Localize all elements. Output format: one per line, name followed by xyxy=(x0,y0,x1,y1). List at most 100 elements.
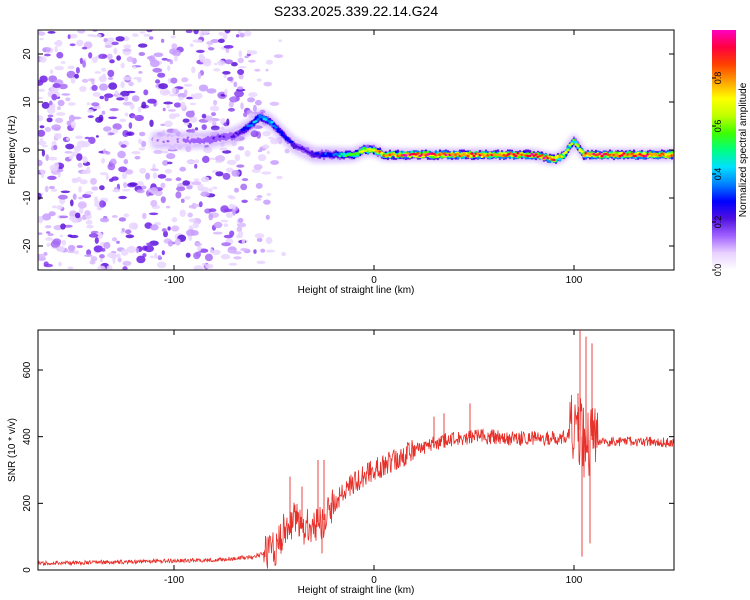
noise-blob xyxy=(155,79,161,84)
ridge-segment xyxy=(514,154,518,158)
noise-blob xyxy=(212,231,223,235)
noise-blob xyxy=(261,171,272,175)
noise-blob xyxy=(172,49,181,57)
ridge-segment xyxy=(628,154,632,157)
noise-blob xyxy=(160,38,165,43)
noise-blob xyxy=(81,78,89,83)
ridge-segment xyxy=(664,153,668,156)
noise-blob xyxy=(226,118,230,126)
noise-blob xyxy=(84,210,91,216)
colorbar: 0.0 0.2 0.4 0.6 0.8 Normalized spectral ampl… xyxy=(712,30,749,276)
noise-blob xyxy=(237,217,244,223)
noise-blob xyxy=(68,114,75,123)
noise-blob xyxy=(167,77,172,84)
noise-blob xyxy=(185,110,195,118)
noise-blob xyxy=(237,57,244,64)
noise-blob xyxy=(256,237,263,242)
noise-blob xyxy=(223,223,229,228)
noise-blob xyxy=(175,177,182,182)
noise-blob xyxy=(220,93,226,97)
noise-blob xyxy=(79,179,88,185)
noise-blob xyxy=(206,41,214,45)
noise-blob xyxy=(192,39,203,43)
noise-blob xyxy=(149,240,159,246)
noise-blob xyxy=(39,37,44,41)
noise-blob xyxy=(248,59,256,63)
noise-blob xyxy=(186,185,193,190)
noise-blob xyxy=(101,67,107,72)
noise-blob xyxy=(256,195,263,198)
noise-blob xyxy=(152,172,158,179)
noise-blob xyxy=(123,76,133,81)
noise-blob xyxy=(163,101,174,105)
noise-blob xyxy=(60,223,66,230)
ridge-segment xyxy=(566,149,570,152)
ridge-segment xyxy=(570,142,574,145)
noise-blob xyxy=(108,116,118,120)
noise-blob xyxy=(77,162,83,168)
noise-blob xyxy=(44,185,49,193)
noise-blob xyxy=(107,69,115,78)
noise-blob xyxy=(196,49,205,54)
noise-blob xyxy=(43,252,48,256)
noise-blob xyxy=(218,38,225,43)
noise-blob xyxy=(39,137,44,142)
ridge-segment xyxy=(530,152,534,156)
noise-blob xyxy=(171,225,180,232)
noise-blob xyxy=(57,245,65,253)
noise-blob xyxy=(255,182,263,189)
noise-blob xyxy=(149,119,154,128)
noise-blob xyxy=(223,234,233,239)
ridge-segment xyxy=(356,153,360,156)
noise-blob xyxy=(143,33,151,37)
noise-blob xyxy=(51,93,58,101)
spectrogram-ridge xyxy=(149,54,674,166)
noise-blob xyxy=(276,175,283,180)
noise-blob xyxy=(244,150,251,157)
noise-blob xyxy=(171,87,176,95)
noise-blob xyxy=(206,88,217,94)
noise-blob xyxy=(67,266,74,270)
ridge-segment xyxy=(574,143,578,146)
noise-blob xyxy=(134,155,141,160)
noise-blob xyxy=(79,86,87,92)
noise-blob xyxy=(254,233,265,239)
noise-blob xyxy=(217,60,226,66)
noise-blob xyxy=(50,188,58,192)
noise-blob xyxy=(95,135,99,138)
noise-blob xyxy=(99,200,106,208)
noise-blob xyxy=(49,100,53,106)
noise-blob xyxy=(238,73,244,80)
noise-blob xyxy=(234,154,241,162)
noise-blob xyxy=(221,242,232,247)
noise-blob xyxy=(226,167,234,173)
noise-blob xyxy=(39,75,48,83)
noise-blob xyxy=(44,225,52,229)
noise-blob xyxy=(124,112,129,117)
noise-blob xyxy=(112,189,121,193)
noise-blob xyxy=(48,185,56,190)
noise-blob xyxy=(123,44,132,49)
noise-blob xyxy=(266,150,270,155)
ridge-segment xyxy=(404,154,408,157)
noise-blob xyxy=(136,189,145,194)
ridge-segment xyxy=(192,138,196,141)
ridge-segment xyxy=(658,154,662,157)
noise-blob xyxy=(81,46,88,50)
noise-blob xyxy=(82,156,88,164)
ridge-segment xyxy=(250,124,254,127)
noise-blob xyxy=(116,55,121,61)
noise-blob xyxy=(121,188,131,192)
noise-blob xyxy=(138,52,146,56)
ridge-segment xyxy=(344,154,348,158)
noise-blob xyxy=(149,59,160,68)
noise-blob xyxy=(174,238,181,246)
noise-blob xyxy=(99,172,109,176)
noise-blob xyxy=(78,207,84,214)
ridge-segment xyxy=(460,154,464,157)
noise-blob xyxy=(260,248,266,253)
ridge-segment xyxy=(216,137,220,140)
snr-ticks: -100 0 100 0 200 400 600 xyxy=(22,330,674,586)
noise-blob xyxy=(257,154,267,162)
